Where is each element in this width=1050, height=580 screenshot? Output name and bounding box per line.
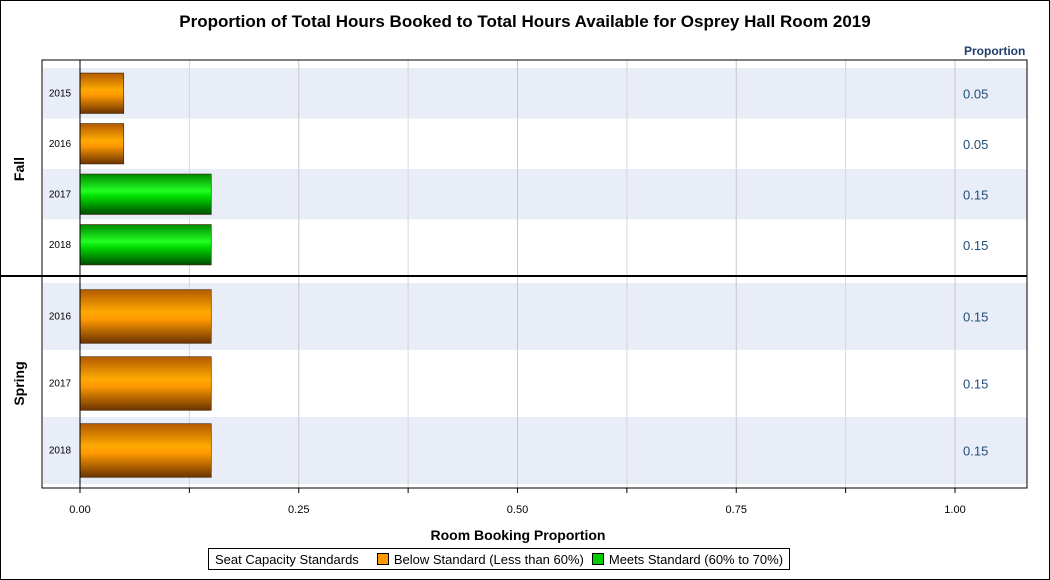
bar-spring-2018 xyxy=(79,423,212,478)
legend-title: Seat Capacity Standards xyxy=(215,551,359,567)
stat-column-header: Proportion xyxy=(964,44,1026,58)
legend: Seat Capacity Standards Below Standard (… xyxy=(208,548,791,570)
group-label-fall: Fall xyxy=(11,157,27,181)
value-label: 0.15 xyxy=(963,377,988,392)
category-label: 2016 xyxy=(49,312,72,323)
value-label: 0.15 xyxy=(963,187,988,202)
category-label: 2017 xyxy=(49,189,72,200)
x-tick-label: 0.00 xyxy=(69,504,90,516)
bar-spring-2016 xyxy=(79,289,212,344)
value-label: 0.15 xyxy=(963,310,988,325)
category-label: 2018 xyxy=(49,240,72,251)
category-label: 2016 xyxy=(49,139,72,150)
legend-item-meets-standard: Meets Standard (60% to 70%) xyxy=(591,551,784,567)
value-label: 0.05 xyxy=(963,137,988,152)
plot-border xyxy=(41,59,1028,489)
value-label: 0.05 xyxy=(963,86,988,101)
x-tick-label: 0.75 xyxy=(726,504,747,516)
category-label: 2017 xyxy=(49,379,72,390)
bar-fall-2016 xyxy=(79,123,125,165)
chart-title: Proportion of Total Hours Booked to Tota… xyxy=(179,12,871,31)
row-band xyxy=(43,68,1027,119)
x-tick-label: 0.50 xyxy=(507,504,528,516)
bar-spring-2017 xyxy=(79,356,212,411)
bar-fall-2017 xyxy=(79,173,212,215)
x-axis-title: Room Booking Proportion xyxy=(430,527,606,543)
bar-fall-2015 xyxy=(79,72,125,114)
value-label: 0.15 xyxy=(963,238,988,253)
legend-label-meets-standard: Meets Standard (60% to 70%) xyxy=(608,551,784,567)
category-label: 2015 xyxy=(49,88,72,99)
legend-item-below-standard: Below Standard (Less than 60%) xyxy=(376,551,584,567)
legend-swatch-meets-standard xyxy=(591,553,604,565)
value-label: 0.15 xyxy=(963,444,988,459)
category-label: 2018 xyxy=(49,446,72,457)
bar-fall-2018 xyxy=(79,224,212,266)
group-label-spring: Spring xyxy=(11,361,27,405)
legend-label-below-standard: Below Standard (Less than 60%) xyxy=(393,551,584,567)
legend-swatch-below-standard xyxy=(376,553,389,565)
x-tick-label: 1.00 xyxy=(944,504,965,516)
x-tick-label: 0.25 xyxy=(288,504,309,516)
